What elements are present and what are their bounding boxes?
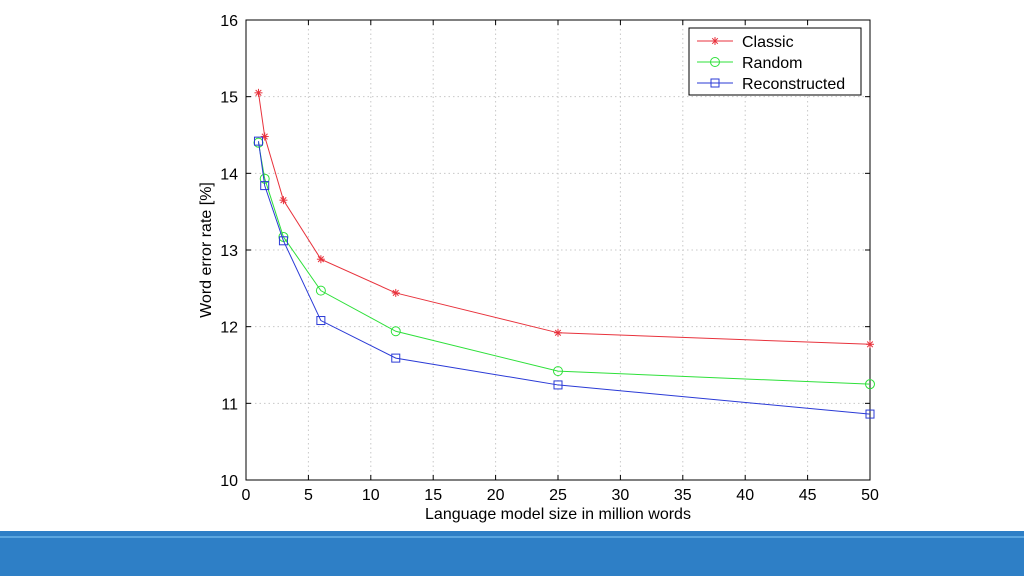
x-tick-label: 15 [424, 487, 442, 504]
data-point [253, 136, 263, 146]
data-point [866, 340, 874, 349]
x-tick-label: 25 [549, 487, 567, 504]
data-point [865, 379, 875, 390]
data-point [315, 285, 326, 296]
legend-label: Classic [742, 34, 794, 51]
x-tick-label: 20 [487, 487, 505, 504]
y-tick-label: 12 [220, 320, 238, 337]
legend-marker [710, 57, 720, 67]
legend: Classic Random Reconstructed [688, 27, 862, 96]
data-point [316, 316, 326, 326]
legend-marker [711, 37, 719, 45]
x-tick-label: 30 [612, 487, 630, 504]
data-point [260, 181, 270, 191]
data-point [279, 196, 288, 205]
x-tick-label: 0 [242, 487, 251, 504]
x-tick-label: 5 [304, 487, 313, 504]
footer-divider [0, 536, 1024, 538]
data-point [553, 366, 563, 377]
legend-item-random: Random [697, 55, 802, 72]
x-tick-label: 40 [736, 487, 754, 504]
x-tick-label: 35 [674, 487, 692, 504]
y-axis-label: Word error rate [%] [198, 182, 215, 318]
footer-band [0, 531, 1024, 576]
data-point [390, 326, 401, 337]
legend-item-classic: Classic [697, 34, 794, 51]
series-line [257, 142, 871, 385]
axes: 0 5 10 15 20 25 30 35 40 45 50 10 11 12 13 14 15 16 [220, 13, 879, 504]
legend-label: Reconstructed [742, 76, 845, 93]
data-point [554, 328, 562, 337]
series-reconstructed [253, 136, 875, 419]
data-point [260, 132, 269, 141]
y-tick-label: 16 [220, 13, 238, 30]
y-tick-label: 11 [221, 396, 238, 413]
series-line [257, 141, 871, 415]
legend-label: Random [742, 55, 802, 72]
data-point [316, 255, 325, 264]
data-point [391, 353, 401, 363]
legend-marker [710, 78, 720, 88]
legend-item-reconstructed: Reconstructed [697, 76, 845, 93]
grid [246, 20, 870, 480]
series-random [253, 137, 875, 390]
y-tick-label: 15 [220, 90, 238, 107]
y-tick-label: 13 [220, 243, 238, 260]
series-classic [254, 88, 874, 349]
data-point [254, 88, 263, 97]
data-point [553, 380, 563, 390]
y-tick-label: 14 [220, 166, 238, 183]
x-axis-label: Language model size in million words [425, 506, 691, 523]
data-point [865, 409, 875, 419]
x-tick-label: 45 [799, 487, 817, 504]
series-group [253, 88, 875, 419]
y-tick-label: 10 [220, 473, 238, 490]
x-tick-label: 10 [362, 487, 380, 504]
x-tick-label: 50 [861, 487, 879, 504]
data-point [391, 288, 400, 297]
data-point [278, 236, 288, 246]
